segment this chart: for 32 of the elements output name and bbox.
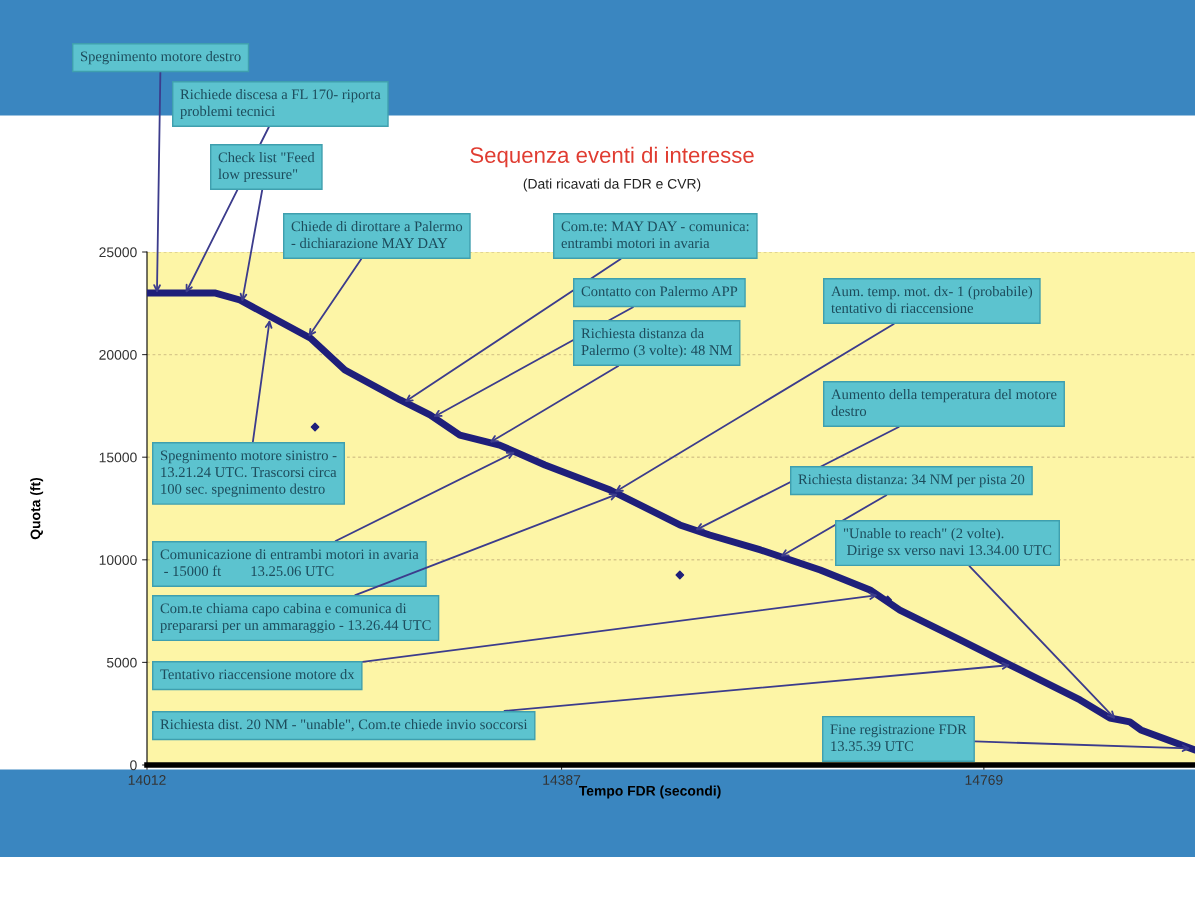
annotation: Check list "Feed low pressure" (218, 152, 315, 182)
annotation: Richiede discesa a FL 170- riporta problemi tecnici (180, 89, 381, 119)
annotation: "Unable to reach" (2 volte). Dirige sx verso navi 13.34.00 UTC (843, 528, 1052, 559)
x-tick-label: 14012 (128, 775, 166, 785)
annotation: Tentativo riaccensione motore dx (160, 669, 355, 680)
annotation: Aum. temp. mot. dx- 1 (probabile) tentativo di riaccensione (831, 286, 1033, 314)
x-axis-title: Tempo FDR (secondi) (578, 785, 721, 799)
annotation: Richiesta dist. 20 NM - "unable", Com.te chiede invio soccorsi (160, 719, 528, 732)
chart-subtitle: (Dati ricavati da FDR e CVR) (523, 178, 701, 192)
y-tick-label: 15000 (99, 452, 137, 463)
annotation: Com.te chiama capo cabina e comunica di prepararsi per un ammaraggio - 13.26.44 UTC (160, 603, 431, 634)
y-tick-label: 20000 (99, 349, 137, 360)
annotation: Chiede di dirottare a Palermo - dichiarazione MAY DAY (291, 221, 463, 249)
annotation: Richiesta distanza da Palermo (3 volte): 48 NM (581, 328, 733, 358)
annotation: Com.te: MAY DAY - comunica: entrambi motori in avaria (561, 221, 749, 249)
annotation: Comunicazione di entrambi motori in avaria - 15000 ft 13.25.06 UTC (160, 549, 419, 577)
x-tick-label: 14769 (965, 775, 1003, 785)
y-tick-label: 25000 (99, 247, 137, 258)
y-tick-label: 5000 (106, 657, 137, 668)
chart-title: Sequenza eventi di interesse (470, 146, 754, 168)
point (675, 570, 685, 580)
annotation: Spegnimento motore sinistro - 13.21.24 UTC. Trascorsi circa 100 sec. spegnimento destro (160, 450, 337, 497)
y-tick-label: 0 (130, 760, 137, 771)
annotation: Aumento della temperatura del motore destro (831, 389, 1057, 417)
y-tick-label: 10000 (99, 555, 137, 565)
annotation: Fine registrazione FDR 13.35.39 UTC (830, 724, 967, 752)
point (310, 422, 320, 432)
y-axis-title: Quota (ft) (30, 477, 44, 540)
x-tick-label: 14387 (543, 775, 581, 785)
annotation: Contatto con Palermo APP (581, 286, 738, 297)
annotation: Spegnimento motore destro (80, 51, 241, 65)
annotation: Richiesta distanza: 34 NM per pista 20 (798, 474, 1025, 488)
